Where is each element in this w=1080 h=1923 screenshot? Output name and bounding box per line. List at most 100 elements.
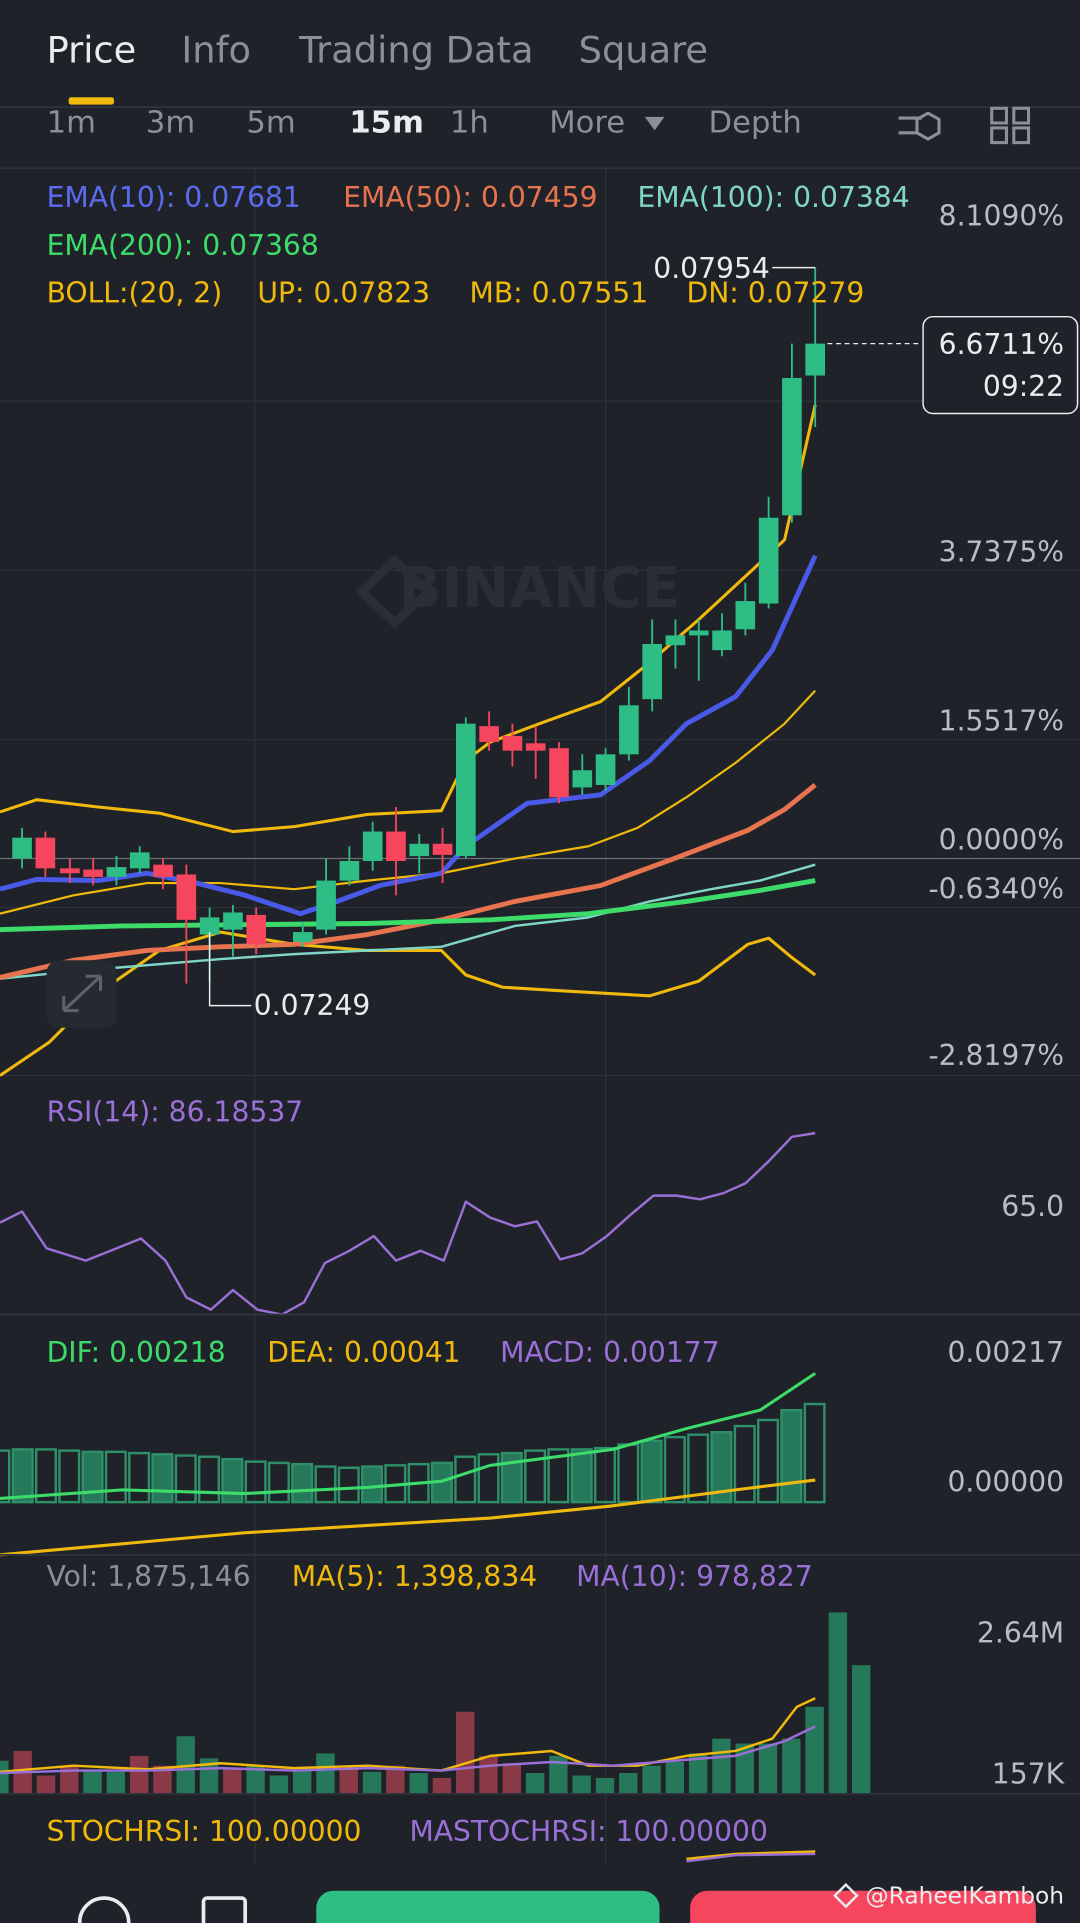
ema-label: EMA(10): 0.07681: [47, 181, 301, 214]
rsi-label: RSI(14): 86.18537: [47, 1096, 304, 1129]
volume-label: Vol: 1,875,146: [47, 1560, 251, 1593]
volume-bar: [246, 1765, 265, 1794]
dif-line: [0, 1372, 817, 1500]
macd-bar: [570, 1448, 593, 1504]
volume-axis-label: 157K: [992, 1757, 1066, 1790]
candle-body: [362, 831, 383, 861]
volume-bar: [223, 1768, 242, 1794]
tab-indicator: [68, 97, 115, 105]
candle-body: [292, 932, 313, 942]
macd-bar: [34, 1448, 58, 1504]
tab-trading-data[interactable]: Trading Data: [298, 28, 533, 71]
price-axis-label: -2.8197%: [928, 1039, 1064, 1072]
interval[interactable]: 1m: [47, 106, 96, 141]
low-label: 0.07249: [254, 989, 371, 1022]
candle-body: [688, 630, 709, 636]
interval[interactable]: 1h: [450, 106, 489, 141]
macd-axis-label: 0.00000: [948, 1466, 1065, 1499]
tab-info[interactable]: Info: [181, 28, 251, 71]
macd-bar: [780, 1408, 803, 1504]
volume-bar: [595, 1777, 615, 1794]
candle-body: [479, 726, 499, 743]
volume-bar: [106, 1771, 126, 1794]
macd-label: MACD: 0.00177: [500, 1336, 720, 1369]
ema-label: EMA(100): 0.07384: [637, 181, 909, 214]
candle-body: [782, 377, 802, 516]
price-axis-label: 0.0000%: [939, 823, 1064, 856]
watermark: BINANCE: [398, 556, 680, 621]
macd-bar: [0, 1449, 11, 1504]
stochrsi-label: STOCHRSI: 100.00000: [47, 1815, 362, 1848]
interval-more[interactable]: More: [549, 106, 625, 141]
macd-bar: [803, 1402, 826, 1504]
tab-square[interactable]: Square: [579, 28, 708, 71]
volume-bar: [386, 1765, 405, 1794]
tab-price[interactable]: Price: [47, 28, 137, 71]
interval-active[interactable]: 15m: [349, 106, 424, 141]
volume-bar: [60, 1765, 79, 1794]
candle-body: [316, 880, 336, 930]
volume-bar: [269, 1775, 289, 1794]
macd-bar: [640, 1439, 663, 1504]
layout-icon[interactable]: [990, 106, 1031, 145]
volume-label: MA(10): 978,827: [576, 1560, 812, 1593]
high-label: 0.07954: [653, 252, 770, 285]
credit-logo: [833, 1882, 859, 1909]
candle-body: [665, 635, 686, 646]
watermark-logo: [355, 554, 436, 630]
price-axis-label: -0.6340%: [928, 872, 1064, 905]
candle-body: [153, 864, 173, 877]
rsi-line: [0, 1131, 816, 1316]
nav-icon[interactable]: [201, 1896, 248, 1923]
candle-body: [176, 874, 197, 920]
rsi-axis-label: 65.0: [1001, 1190, 1064, 1223]
boll-mb: [0, 689, 817, 915]
price-axis-label: 3.7375%: [939, 535, 1064, 568]
current-change: 6.6711%: [939, 328, 1064, 361]
ema-label: EMA(200): 0.07368: [47, 229, 319, 262]
volume-bar: [0, 1760, 9, 1794]
volume-bar: [409, 1773, 428, 1794]
candle-body: [83, 869, 103, 877]
interval[interactable]: 5m: [246, 106, 295, 141]
current-price-box: [922, 315, 1079, 415]
sell-button[interactable]: [690, 1890, 1036, 1923]
buy-button[interactable]: [316, 1890, 660, 1923]
candle-body: [106, 867, 127, 877]
ema10: [0, 554, 818, 917]
candle-body: [409, 843, 430, 857]
candle-body: [502, 735, 523, 751]
indicator-settings-icon[interactable]: [898, 111, 941, 141]
volume-bar: [688, 1753, 708, 1794]
volume-bar: [525, 1773, 545, 1794]
candle-body: [525, 743, 546, 751]
boll-label: UP: 0.07823: [257, 277, 430, 310]
volume-bar: [502, 1763, 521, 1794]
stochrsi-label: MASTOCHRSI: 100.00000: [409, 1815, 767, 1848]
volume-bar: [665, 1761, 685, 1794]
credit: @RaheelKamboh: [865, 1882, 1064, 1909]
candle-body: [432, 843, 453, 855]
dea-line: [0, 1478, 816, 1557]
macd-bar: [477, 1453, 500, 1504]
macd-bar: [361, 1465, 384, 1504]
candle-body: [572, 770, 593, 788]
macd-bar: [663, 1435, 686, 1504]
price-chart: [0, 267, 871, 1794]
dropdown-arrow: [644, 116, 665, 131]
macd-axis-label: 0.00217: [948, 1336, 1065, 1369]
volume-bar: [805, 1706, 824, 1794]
macd-bar: [197, 1455, 221, 1504]
volume-bar: [735, 1743, 754, 1794]
candle-body: [12, 837, 32, 859]
depth[interactable]: Depth: [709, 106, 802, 141]
candle-body: [199, 917, 220, 935]
macd-label: DIF: 0.00218: [47, 1336, 226, 1369]
volume-bar: [828, 1612, 848, 1794]
interval[interactable]: 3m: [146, 106, 195, 141]
vol-ma10: [0, 1725, 816, 1775]
vol-ma5: [0, 1697, 816, 1774]
macd-bar: [756, 1418, 780, 1504]
volume-bar: [619, 1773, 638, 1794]
